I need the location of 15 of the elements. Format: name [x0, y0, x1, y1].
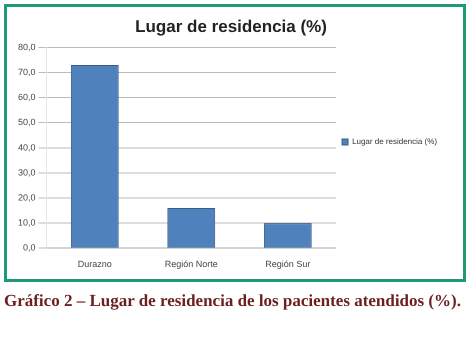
legend-label: Lugar de residencia (%): [352, 137, 438, 146]
y-tick-label: 20,0: [18, 192, 36, 202]
x-tick-label: Región Norte: [164, 259, 218, 270]
y-tick-label: 40,0: [18, 142, 36, 152]
x-tick-label: Durazno: [78, 259, 112, 270]
y-tick-label: 80,0: [18, 42, 36, 52]
y-tick-label: 30,0: [18, 167, 36, 178]
text: Gráfico 2 – Lugar de residencia de los pacientes atendidos (%).: [4, 290, 462, 311]
chart-title: Lugar de residencia (%): [135, 16, 327, 36]
y-tick-label: 10,0: [18, 218, 36, 228]
y-tick-label: 60,0: [18, 92, 36, 102]
y-tick-label: 70,0: [18, 66, 36, 77]
x-tick-label: Región Sur: [265, 259, 310, 270]
y-tick-label: 0,0: [23, 242, 36, 253]
y-tick-label: 50,0: [18, 117, 36, 128]
